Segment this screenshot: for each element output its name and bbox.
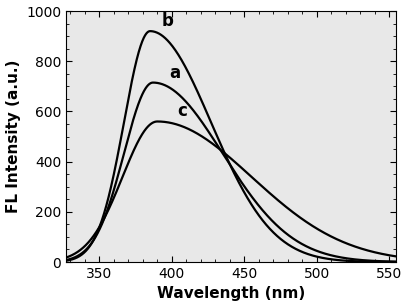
- Y-axis label: FL Intensity (a.u.): FL Intensity (a.u.): [6, 60, 20, 213]
- Text: b: b: [162, 12, 173, 30]
- Text: c: c: [177, 103, 187, 120]
- Text: a: a: [169, 64, 180, 82]
- X-axis label: Wavelength (nm): Wavelength (nm): [157, 286, 305, 301]
